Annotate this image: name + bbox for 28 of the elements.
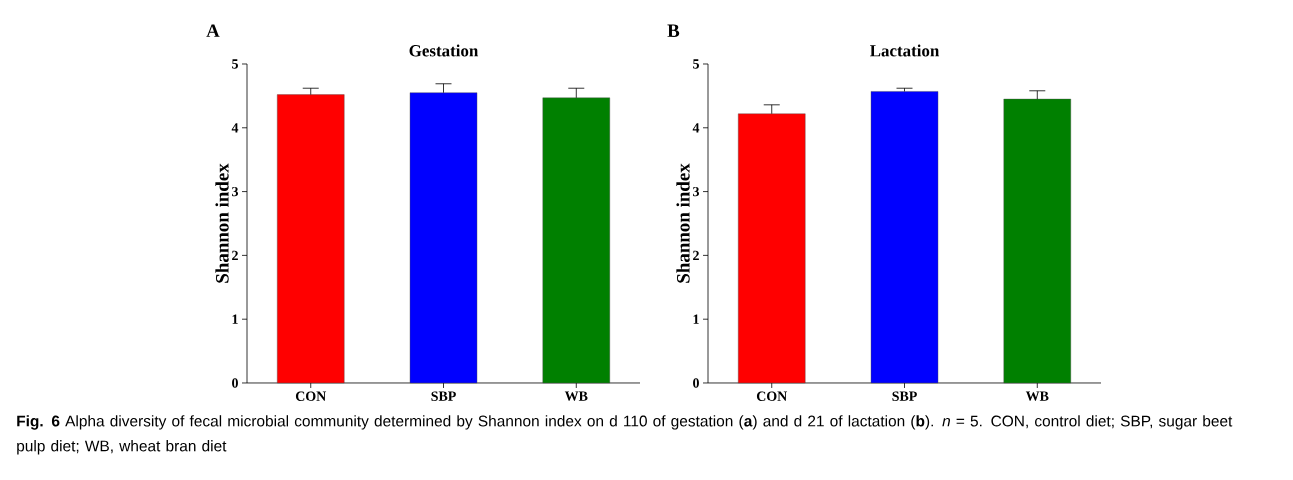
x-tick-label: SBP <box>892 391 917 401</box>
y-tick-label: 0 <box>693 378 699 388</box>
text: B <box>667 24 680 37</box>
y-tick-label: 2 <box>693 250 699 260</box>
chart-title: Lactation <box>870 44 940 57</box>
x-tick-label: WB <box>564 391 588 401</box>
y-tick-label: 5 <box>693 59 699 69</box>
y-tick-label: 0 <box>232 378 238 388</box>
y-tick-label: 2 <box>232 250 238 260</box>
x-tick-label: WB <box>1025 391 1049 401</box>
y-tick-label: 3 <box>232 186 239 197</box>
bar <box>738 113 806 384</box>
text: Fig. 6 Alpha diversity of fecal microbial community determined by Shannon index on d 110 of gestation (a) and d 21 of lactation (b). n = 5. CON, control diet; SBP, sugar beet pulp diet; WB, wheat bran diet <box>17 415 1233 455</box>
text: A <box>206 24 220 37</box>
x-tick-label: CON <box>295 391 327 401</box>
x-tick-label: CON <box>756 391 788 401</box>
chart-title: Gestation <box>409 44 479 57</box>
y-tick-label: 4 <box>692 123 700 133</box>
y-axis-title: Shannon index <box>215 163 229 283</box>
y-tick-label: 1 <box>693 314 699 324</box>
y-tick-label: 1 <box>232 314 238 324</box>
y-tick-label: 5 <box>232 59 238 69</box>
y-tick-label: 4 <box>231 123 239 133</box>
y-tick-label: 3 <box>693 186 700 197</box>
bar <box>870 91 939 384</box>
bar <box>1003 98 1071 384</box>
x-tick-label: SBP <box>431 391 456 401</box>
y-axis-title: Shannon index <box>676 163 690 283</box>
